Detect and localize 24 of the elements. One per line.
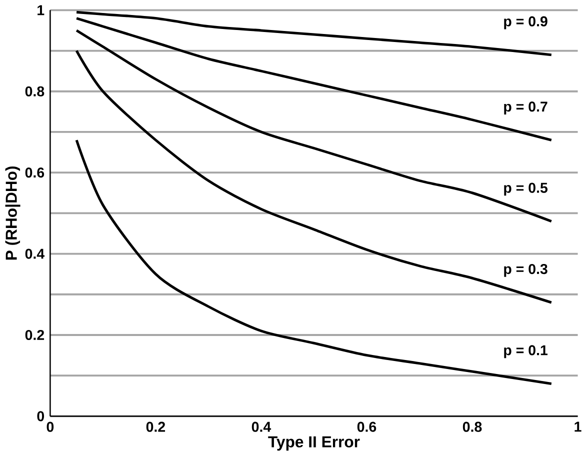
series-label: p = 0.3 <box>504 264 548 277</box>
y-tick-label: 0.8 <box>25 86 44 96</box>
x-tick-label: 1 <box>574 422 582 432</box>
y-tick-label: 0.6 <box>25 168 44 178</box>
y-tick-label: 0.4 <box>25 248 45 259</box>
x-tick-label: 0.4 <box>252 422 272 432</box>
x-tick-label: 0 <box>46 422 54 432</box>
series-label: p = 0.9 <box>504 16 548 30</box>
y-tick-label: 1 <box>38 5 44 16</box>
line-series <box>75 11 553 56</box>
y-tick-label: 0 <box>37 411 44 422</box>
x-tick-label: 0.8 <box>462 422 482 432</box>
series-label: p = 0.1 <box>504 345 548 358</box>
line-series <box>75 138 553 386</box>
x-tick-label: 0.2 <box>146 422 166 432</box>
series-label: p = 0.7 <box>504 102 548 115</box>
line-series <box>75 17 553 142</box>
x-tick-label: 0.6 <box>357 422 376 432</box>
line-series <box>75 29 553 223</box>
y-tick-label: 0.2 <box>25 330 44 340</box>
series-label: p = 0.5 <box>504 182 548 196</box>
y-axis-title: P (RHo|DHo) <box>5 166 20 260</box>
x-axis-title: Type II Error <box>268 436 360 451</box>
line-series <box>75 50 553 304</box>
